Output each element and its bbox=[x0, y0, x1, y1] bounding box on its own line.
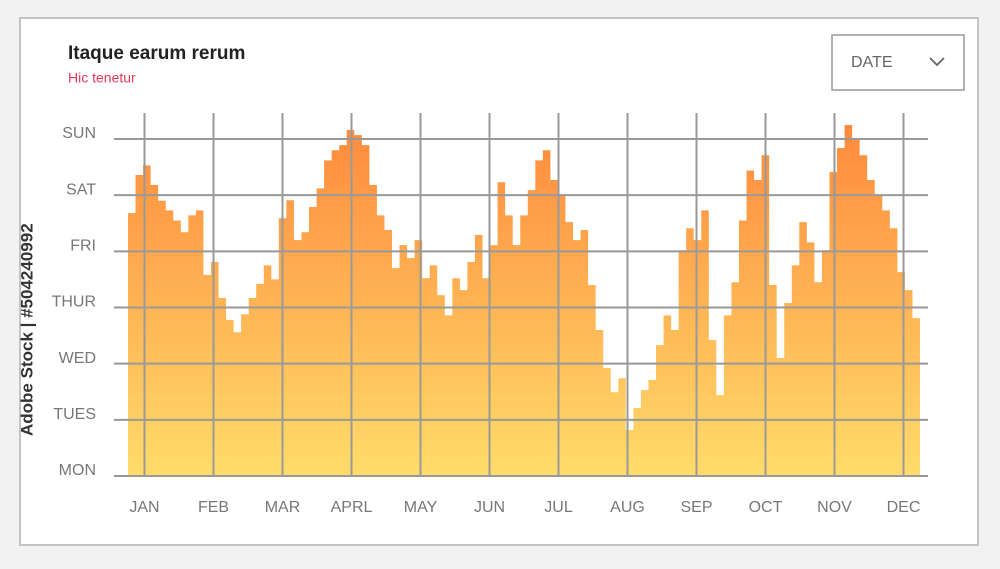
area bbox=[128, 124, 920, 476]
x-tick-label: SEP bbox=[680, 499, 712, 516]
x-tick-label: OCT bbox=[749, 499, 783, 516]
chart-subtitle: Hic tenetur bbox=[68, 70, 136, 86]
x-tick-label: APRL bbox=[331, 499, 373, 516]
x-tick-label: MAY bbox=[404, 499, 438, 516]
y-tick-label: THUR bbox=[52, 294, 96, 311]
chart-title: Itaque earum rerum bbox=[68, 43, 245, 64]
x-tick-label: JUL bbox=[544, 499, 573, 516]
x-tick-label: FEB bbox=[198, 499, 229, 516]
y-tick-label: FRI bbox=[70, 238, 96, 255]
x-tick-label: NOV bbox=[817, 499, 852, 516]
y-tick-label: TUES bbox=[53, 406, 96, 423]
y-tick-label: SUN bbox=[62, 125, 96, 142]
y-tick-label: MON bbox=[59, 462, 96, 479]
x-tick-label: JUN bbox=[474, 499, 505, 516]
x-tick-label: JAN bbox=[129, 499, 159, 516]
y-tick-label: WED bbox=[59, 350, 96, 367]
chevron[interactable] bbox=[929, 57, 945, 67]
plot: MON TUES WED THUR FRI SAT SUN JAN FEB MAR APRL MAY J… bbox=[52, 113, 928, 516]
x-tick-label: AUG bbox=[610, 499, 645, 516]
dropdown-box[interactable] bbox=[831, 34, 965, 91]
y-tick-label: SAT bbox=[66, 181, 96, 198]
x-tick-label: MAR bbox=[265, 499, 301, 516]
x-tick-label: DEC bbox=[887, 499, 921, 516]
date-dropdown[interactable]: DATE bbox=[831, 34, 965, 91]
dropdown-label[interactable]: DATE bbox=[851, 54, 892, 71]
watermark: Adobe Stock | #504240992 bbox=[17, 223, 36, 436]
